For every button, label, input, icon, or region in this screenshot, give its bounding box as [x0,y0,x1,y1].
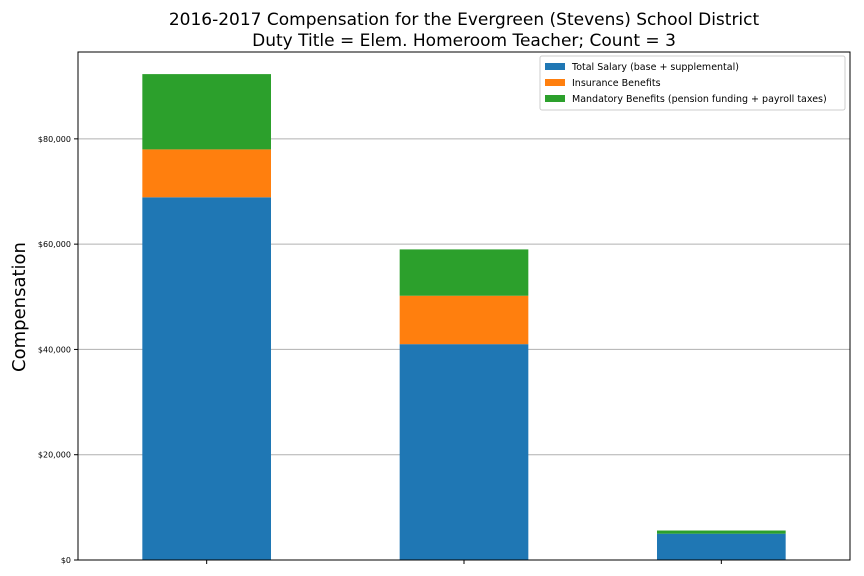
y-axis-label: Compensation [9,242,30,372]
legend-box [539,55,846,111]
legend-label: Insurance Benefits [572,78,661,89]
y-tick-label: $40,000 [38,345,71,354]
legend-swatch [545,95,565,102]
legend-label: Total Salary (base + supplemental) [571,62,739,73]
legend-swatch [545,63,565,70]
legend-label: Mandatory Benefits (pension funding + pa… [572,94,827,105]
bar-segment-1 [657,533,786,560]
bar-segment-3 [657,530,786,534]
bar-segment-2 [142,149,271,198]
y-tick-label: $0 [61,556,71,565]
axes: $0 $20,000 $40,000 $60,000 $80,000 [38,51,851,565]
chart-subtitle: Duty Title = Elem. Homeroom Teacher; Cou… [252,31,676,51]
bars [142,74,786,560]
bar-segment-2 [399,295,529,345]
y-tick-label: $20,000 [38,451,71,460]
legend-swatch [545,79,565,86]
legend: Total Salary (base + supplemental) Insura… [539,55,846,111]
y-tick-label: $60,000 [38,240,71,249]
y-tick-label: $80,000 [38,135,71,144]
bar-segment-1 [399,344,529,560]
bar-segment-3 [142,74,271,150]
bar-segment-1 [142,197,271,560]
bar-segment-3 [399,249,529,296]
chart-title: 2016-2017 Compensation for the Evergreen… [169,10,760,30]
plot-frame [77,51,851,561]
